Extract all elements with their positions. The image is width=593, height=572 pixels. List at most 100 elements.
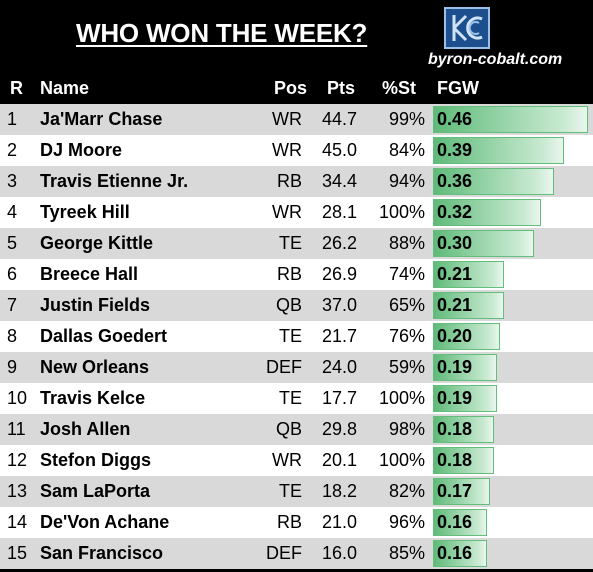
fgw-value: 0.18 [437,419,473,439]
pct-cell: 96% [388,512,425,532]
rank-cell: 10 [7,388,28,408]
fgw-bar [433,137,564,164]
pct-cell: 65% [388,295,425,315]
fgw-bar [433,261,504,288]
header-fgw: FGW [437,78,479,98]
fgw-bar [433,168,554,195]
fgw-value: 0.19 [437,357,473,377]
fgw-cell: 0.18 [433,447,589,474]
fgw-value: 0.30 [437,233,473,253]
pts-cell: 34.4 [322,171,358,191]
fgw-cell: 0.21 [433,261,589,288]
fgw-cell: 0.21 [433,292,589,319]
rank-cell: 11 [7,419,26,439]
pts-cell: 18.2 [322,481,358,501]
name-cell: George Kittle [40,233,154,253]
fgw-cell: 0.17 [433,478,589,505]
rank-cell: 9 [7,357,18,377]
pts-cell: 44.7 [322,109,358,129]
pct-cell: 88% [388,233,425,253]
page-title: WHO WON THE WEEK? [76,18,368,48]
pts-cell: 45.0 [322,140,358,160]
pct-cell: 100% [378,450,425,470]
table-row: 13 Sam LaPorta TE 18.2 82% 0.17 [0,476,593,507]
pts-cell: 20.1 [322,450,358,470]
kc-logo-icon [444,7,490,49]
pct-cell: 99% [388,109,425,129]
pos-cell: TE [278,326,302,346]
fgw-cell: 0.46 [433,106,589,133]
name-cell: Josh Allen [40,419,131,439]
fgw-value: 0.17 [437,481,473,501]
pos-cell: WR [272,450,302,470]
pos-cell: DEF [266,543,302,563]
name-cell: Travis Kelce [40,388,146,408]
fgw-value: 0.39 [437,140,473,160]
header-pos: Pos [274,78,308,98]
fgw-cell: 0.36 [433,168,589,195]
fgw-value: 0.21 [437,264,473,284]
fgw-bar [433,323,500,350]
name-cell: Ja'Marr Chase [40,109,163,129]
rank-cell: 2 [7,140,18,160]
pts-cell: 26.2 [322,233,358,253]
fgw-bar [433,540,487,567]
table-body: 1 Ja'Marr Chase WR 44.7 99% 0.46 2 DJ Moore WR 45… [0,104,593,569]
rank-cell: 15 [7,543,28,563]
rank-cell: 3 [7,171,18,191]
fgw-cell: 0.32 [433,199,589,226]
pct-cell: 59% [388,357,425,377]
pts-cell: 37.0 [322,295,358,315]
pos-cell: WR [272,140,302,160]
fgw-bar [433,199,541,226]
name-cell: Dallas Goedert [40,326,168,346]
fgw-cell: 0.19 [433,354,589,381]
pos-cell: QB [275,295,302,315]
table-row: 6 Breece Hall RB 26.9 74% 0.21 [0,259,593,290]
pos-cell: RB [276,264,302,284]
pts-cell: 29.8 [322,419,358,439]
name-cell: Travis Etienne Jr. [40,171,189,191]
pts-cell: 21.7 [322,326,358,346]
fgw-value: 0.18 [437,450,473,470]
rank-cell: 14 [7,512,28,532]
fgw-cell: 0.19 [433,385,589,412]
name-cell: Breece Hall [40,264,139,284]
table-row: 14 De'Von Achane RB 21.0 96% 0.16 [0,507,593,538]
fgw-bar [433,416,494,443]
pct-cell: 100% [378,388,425,408]
rank-cell: 12 [7,450,28,470]
fgw-cell: 0.30 [433,230,589,257]
table-row: 7 Justin Fields QB 37.0 65% 0.21 [0,290,593,321]
pct-cell: 76% [388,326,425,346]
fgw-value: 0.16 [437,512,473,532]
pct-cell: 74% [388,264,425,284]
name-cell: Sam LaPorta [40,481,151,501]
fgw-value: 0.19 [437,388,473,408]
pct-cell: 85% [388,543,425,563]
table-row: 2 DJ Moore WR 45.0 84% 0.39 [0,135,593,166]
fgw-cell: 0.39 [433,137,589,164]
fgw-value: 0.21 [437,295,473,315]
pos-cell: QB [275,419,302,439]
name-cell: DJ Moore [40,140,123,160]
fgw-cell: 0.20 [433,323,589,350]
rank-cell: 8 [7,326,18,346]
fgw-cell: 0.18 [433,416,589,443]
pos-cell: WR [272,202,302,222]
pct-cell: 84% [388,140,425,160]
pct-cell: 82% [388,481,425,501]
logo-graphic [452,14,483,42]
fgw-bar [433,230,534,257]
name-cell: De'Von Achane [40,512,170,532]
pts-cell: 21.0 [322,512,358,532]
table-row: 12 Stefon Diggs WR 20.1 100% 0.18 [0,445,593,476]
pts-cell: 24.0 [322,357,358,377]
pts-cell: 16.0 [322,543,358,563]
name-cell: Justin Fields [40,295,151,315]
fgw-value: 0.20 [437,326,473,346]
rank-cell: 4 [7,202,18,222]
pos-cell: RB [276,171,302,191]
pts-cell: 26.9 [322,264,358,284]
rank-cell: 13 [7,481,28,501]
